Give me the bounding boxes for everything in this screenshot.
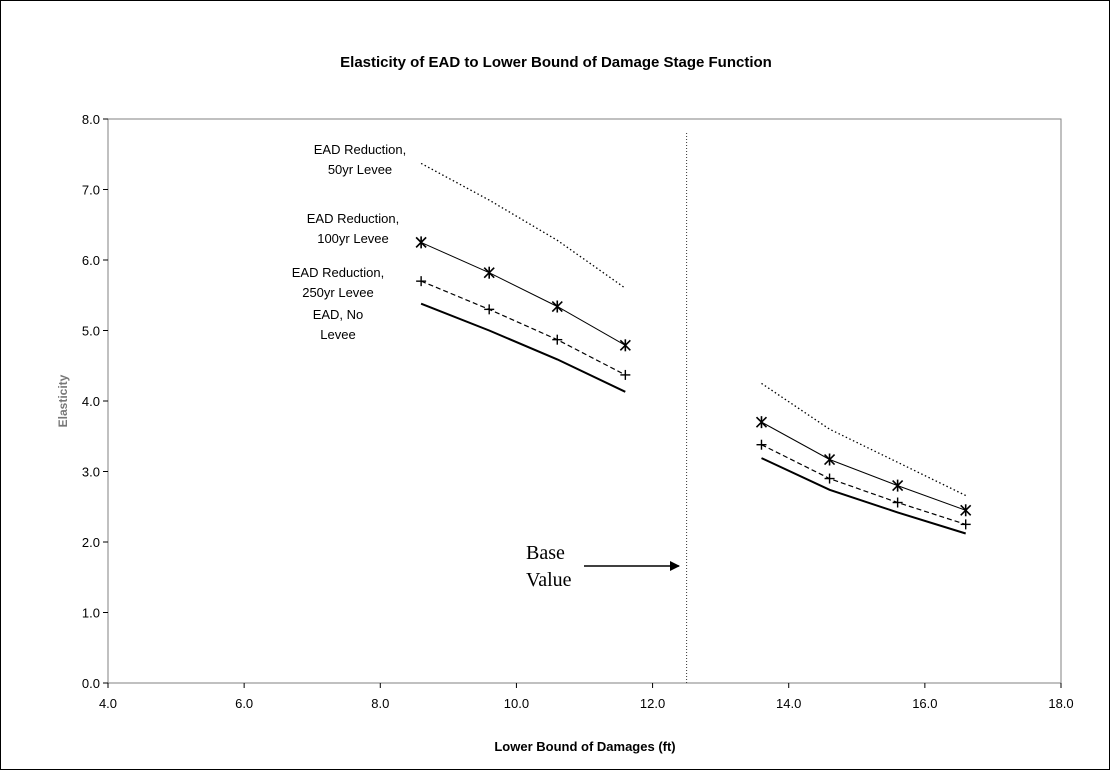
- series-line: [420, 241, 626, 346]
- data-point-asterisk: [960, 504, 972, 517]
- series-line: [761, 382, 966, 497]
- series-annotation: 250yr Levee: [302, 285, 374, 300]
- y-tick-label: 5.0: [82, 324, 100, 339]
- data-point-plus: [484, 304, 495, 315]
- data-point-plus: [552, 334, 563, 345]
- data-point-plus: [756, 439, 767, 450]
- base-value-label: Base: [526, 542, 565, 564]
- y-tick-label: 3.0: [82, 465, 100, 480]
- series-annotation: EAD Reduction,: [292, 265, 385, 280]
- chart-title: Elasticity of EAD to Lower Bound of Dama…: [340, 54, 772, 71]
- x-tick-label: 14.0: [776, 696, 801, 711]
- data-point-asterisk: [415, 236, 427, 249]
- series-annotation: EAD Reduction,: [314, 142, 407, 157]
- data-point-asterisk: [551, 300, 563, 313]
- series-line: [420, 280, 626, 376]
- y-tick-label: 8.0: [82, 112, 100, 127]
- x-tick-label: 4.0: [99, 696, 117, 711]
- base-value-label: Value: [526, 569, 572, 591]
- x-tick-label: 16.0: [912, 696, 937, 711]
- plot-area: [107, 118, 1062, 684]
- data-point-plus: [892, 497, 903, 508]
- data-point-asterisk: [823, 453, 836, 466]
- y-tick-label: 4.0: [82, 394, 100, 409]
- series-line: [761, 457, 966, 535]
- series-annotation: EAD, No: [313, 307, 364, 322]
- x-tick-label: 6.0: [235, 696, 253, 711]
- series-line: [761, 444, 966, 525]
- y-tick-label: 2.0: [82, 535, 100, 550]
- data-point-asterisk: [755, 416, 768, 429]
- x-axis-title: Lower Bound of Damages (ft): [494, 739, 675, 754]
- y-axis-title: Elasticity: [56, 374, 70, 427]
- data-point-plus: [620, 369, 631, 380]
- data-point-plus: [416, 276, 427, 287]
- series-annotation: 50yr Levee: [328, 162, 392, 177]
- data-point-asterisk: [619, 339, 631, 352]
- series-line: [420, 162, 626, 289]
- y-tick-label: 1.0: [82, 606, 100, 621]
- y-tick-label: 0.0: [82, 676, 100, 691]
- x-tick-label: 10.0: [504, 696, 529, 711]
- series-line: [761, 421, 966, 511]
- x-tick-label: 8.0: [371, 696, 389, 711]
- series-annotation: EAD Reduction,: [307, 211, 400, 226]
- series-line: [420, 302, 626, 393]
- data-point-plus: [824, 473, 835, 484]
- x-tick-label: 18.0: [1048, 696, 1073, 711]
- series-annotation: Levee: [320, 327, 355, 342]
- y-tick-label: 6.0: [82, 253, 100, 268]
- series-annotation: 100yr Levee: [317, 231, 389, 246]
- data-point-asterisk: [892, 479, 904, 492]
- data-point-asterisk: [483, 266, 495, 279]
- data-point-plus: [960, 519, 971, 530]
- x-tick-label: 12.0: [640, 696, 665, 711]
- y-tick-label: 7.0: [82, 183, 100, 198]
